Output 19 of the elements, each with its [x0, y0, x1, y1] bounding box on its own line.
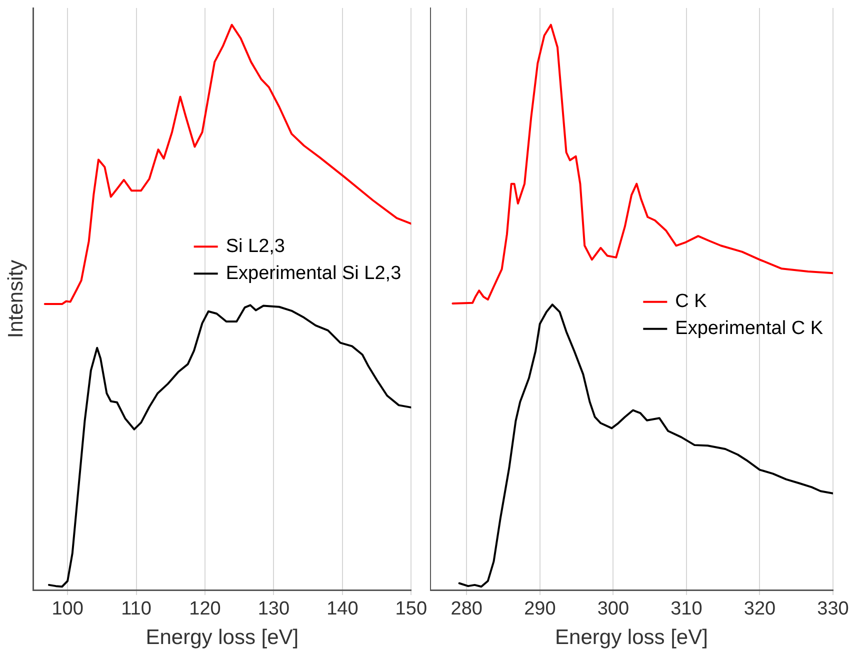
x-tick-label: 150 [395, 598, 427, 620]
legend-label: C K [675, 291, 708, 312]
x-tick-label: 120 [189, 598, 221, 620]
x-tick-label: 290 [524, 598, 556, 620]
x-tick-label: 110 [121, 598, 152, 620]
x-tick-label: 300 [597, 598, 630, 620]
x-tick-label: 280 [450, 598, 482, 620]
legend-label: Experimental C K [675, 318, 824, 340]
x-tick-label: 320 [744, 598, 776, 620]
x-tick-label: 100 [52, 598, 84, 620]
y-axis-title: Intensity [4, 259, 28, 338]
x-tick-label: 130 [258, 598, 290, 620]
legend-label: Si L2,3 [226, 236, 285, 257]
x-tick-label: 310 [670, 598, 702, 620]
legend-label: Experimental Si L2,3 [226, 262, 402, 284]
x-axis-title: Energy loss [eV] [555, 626, 708, 650]
x-axis-title: Energy loss [eV] [146, 626, 299, 650]
x-tick-label: 140 [326, 598, 358, 620]
x-tick-label: 330 [817, 598, 849, 620]
